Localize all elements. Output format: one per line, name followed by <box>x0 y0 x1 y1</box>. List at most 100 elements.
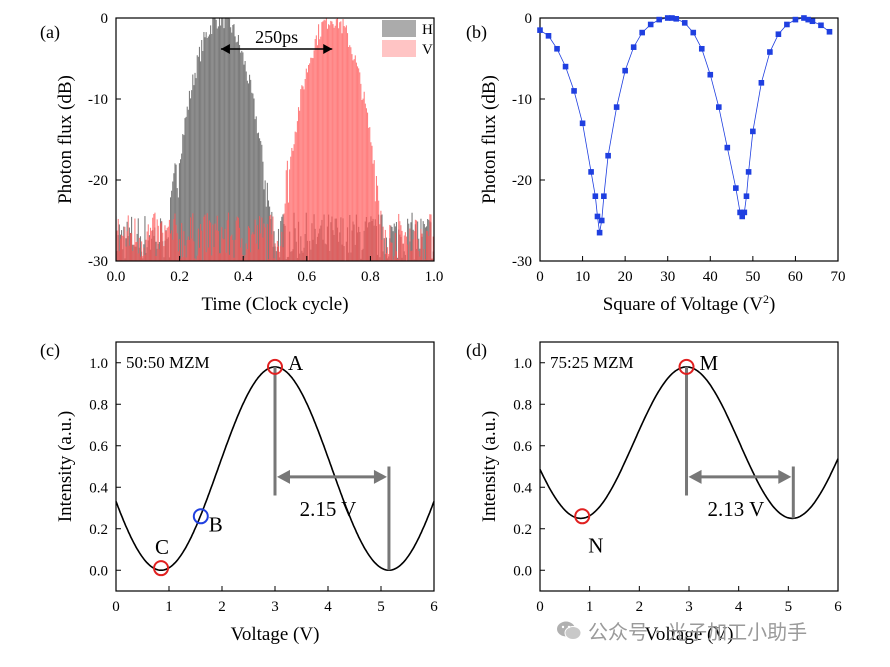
data-point <box>707 71 714 78</box>
x-tick-label: 0 <box>536 599 544 615</box>
x-axis-label-end: ) <box>769 294 775 315</box>
data-point <box>758 80 765 86</box>
x-tick-label: 0.0 <box>107 269 126 285</box>
x-tick-label: 10 <box>575 269 590 285</box>
data-point <box>741 209 748 216</box>
x-tick-label: 6 <box>834 599 842 615</box>
legend-label-H: H <box>422 22 433 38</box>
x-tick-label: 2 <box>218 599 226 615</box>
x-axis-label-sup: 2 <box>763 292 769 306</box>
y-tick-label: -10 <box>88 92 108 108</box>
marker-C <box>153 560 170 577</box>
data-point <box>605 152 611 159</box>
data-point <box>750 128 756 135</box>
x-tick-label: 0 <box>112 599 120 615</box>
data-point <box>664 15 671 21</box>
y-tick-label: 0.8 <box>513 397 532 413</box>
span-arrowhead-right <box>778 469 792 484</box>
watermark-text: 公众号 · 光子加工小助手 <box>588 620 808 644</box>
data-point <box>592 193 599 199</box>
x-tick-label: 0.4 <box>234 269 253 285</box>
marker-N <box>574 508 591 525</box>
data-point <box>690 29 697 36</box>
data-point <box>733 185 739 191</box>
x-tick-label: 5 <box>377 599 385 615</box>
data-point <box>598 217 605 224</box>
y-tick-label: 0.6 <box>513 439 532 455</box>
x-tick-label: 3 <box>685 599 693 615</box>
y-axis-label: Photon flux (dB) <box>479 75 500 204</box>
data-point <box>739 213 746 220</box>
x-tick-label: 1 <box>586 599 594 615</box>
data-point <box>562 63 569 70</box>
data-point <box>639 29 645 36</box>
histogram-bars <box>116 18 434 261</box>
point-label-N: N <box>588 533 603 557</box>
span-arrowhead-left <box>688 469 702 484</box>
data-point <box>622 67 628 74</box>
y-axis-label: Photon flux (dB) <box>55 75 76 204</box>
data-point <box>743 193 750 199</box>
data-point <box>588 169 594 175</box>
x-tick-label: 3 <box>271 599 279 615</box>
y-tick-label: 0.2 <box>89 522 108 538</box>
x-tick-label: 0.8 <box>361 269 380 285</box>
point-label-C: C <box>155 535 169 559</box>
data-point <box>805 16 811 23</box>
data-point <box>818 22 824 29</box>
x-tick-label: 50 <box>745 269 760 285</box>
data-point <box>647 21 654 28</box>
point-label-B: B <box>209 512 223 536</box>
y-tick-label: 1.0 <box>89 356 108 372</box>
data-point <box>673 16 680 22</box>
x-tick-label: 1 <box>165 599 173 615</box>
data-point <box>656 16 662 23</box>
y-tick-label: 0.0 <box>513 563 532 579</box>
y-tick-label: -30 <box>512 254 532 270</box>
plot-frame <box>539 17 839 262</box>
watermark: 公众号 · 光子加工小助手 <box>556 616 807 645</box>
span-arrowhead-right <box>323 44 333 54</box>
data-point <box>767 49 773 55</box>
y-axis-label: Intensity (a.u.) <box>479 411 500 522</box>
series-V <box>116 18 434 261</box>
data-point <box>601 193 607 199</box>
data-point <box>669 15 675 21</box>
chart-title: 75:25 MZM <box>550 353 634 372</box>
data-point <box>784 21 790 28</box>
panel-label: (d) <box>466 340 487 361</box>
x-axis-label: Voltage (V) <box>231 624 320 645</box>
y-tick-label: 0.4 <box>89 480 108 496</box>
y-tick-label: -20 <box>88 173 108 189</box>
data-point <box>698 45 705 52</box>
span-annotation: 2.15 V <box>300 497 357 521</box>
y-tick-label: 0.2 <box>513 522 532 538</box>
y-tick-label: 0 <box>101 11 109 27</box>
chart-title: 50:50 MZM <box>126 353 210 372</box>
span-arrowhead-left <box>277 469 290 484</box>
y-axis-label: Intensity (a.u.) <box>55 411 76 522</box>
data-point <box>579 120 586 127</box>
x-tick-label: 1.0 <box>425 269 444 285</box>
x-tick-label: 40 <box>703 269 718 285</box>
y-tick-label: 0.8 <box>89 397 108 413</box>
span-arrowhead-right <box>373 469 387 484</box>
y-tick-label: -20 <box>512 173 532 189</box>
y-tick-label: 0.0 <box>89 563 108 579</box>
data-point <box>681 20 688 26</box>
data-point <box>594 213 601 220</box>
data-point <box>545 33 552 39</box>
legend-label-V: V <box>422 42 433 58</box>
data-point <box>630 44 637 50</box>
legend-swatch-H <box>382 20 416 37</box>
panel-d: 0 1 2 3 4 5 6 0.0 0.2 0.4 0.6 0.8 1.0 (d) Voltage (V) I… <box>466 340 842 645</box>
y-tick-label: 1.0 <box>513 356 532 372</box>
point-label-M: M <box>700 351 719 375</box>
x-tick-label: 70 <box>831 269 846 285</box>
data-point <box>571 88 577 94</box>
marker-M <box>678 358 695 375</box>
x-tick-label: 2 <box>636 599 644 615</box>
data-point <box>737 209 743 216</box>
wechat-icon <box>557 621 582 640</box>
panel-label: (a) <box>40 22 60 43</box>
